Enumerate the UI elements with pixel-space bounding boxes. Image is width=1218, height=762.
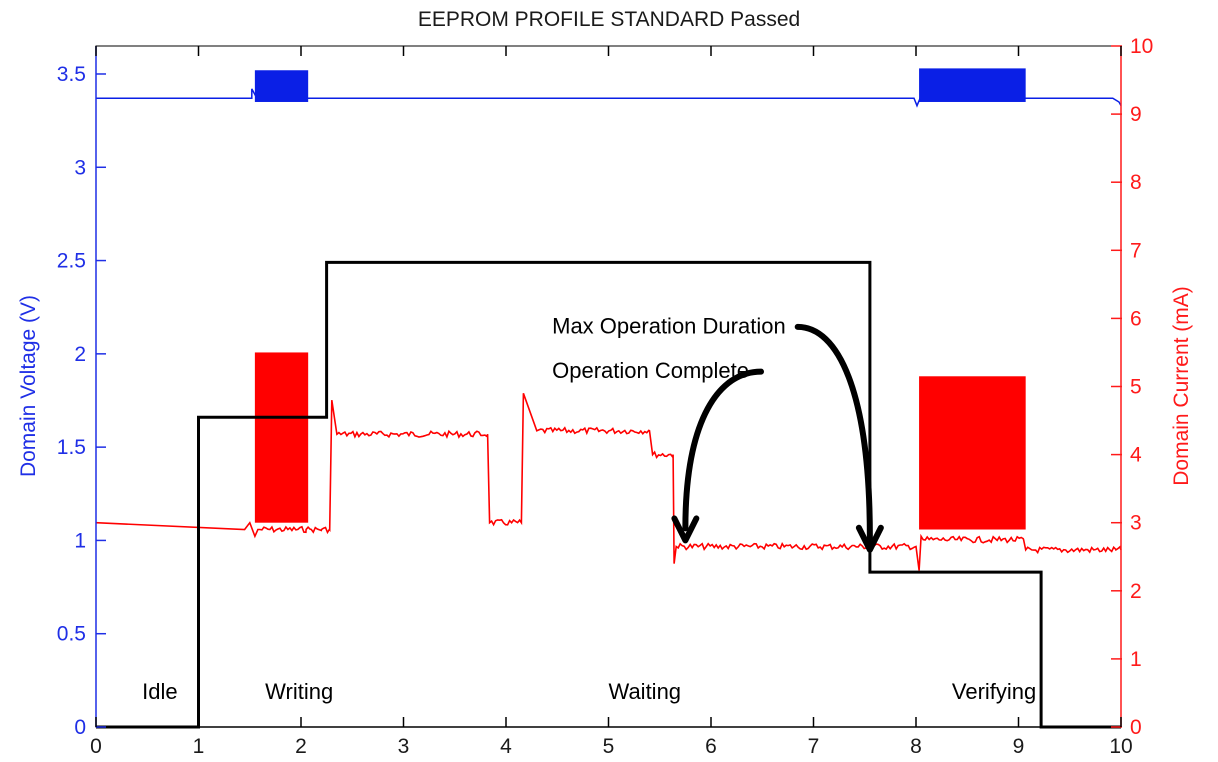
current-line — [95, 393, 1122, 571]
right-tick-label: 1 — [1130, 648, 1142, 671]
voltage-line — [96, 88, 1122, 108]
voltage-bands — [254, 68, 1026, 102]
left-tick-label: 0 — [74, 716, 86, 739]
x-tick-label: 2 — [295, 735, 307, 758]
right-tick-label: 0 — [1130, 716, 1142, 739]
annotation-label: Idle — [142, 679, 177, 704]
left-tick-label: 3 — [74, 156, 86, 179]
chart-title: EEPROM PROFILE STANDARD Passed — [418, 8, 800, 31]
left-tick-label: 3.5 — [57, 63, 86, 86]
x-tick-label: 6 — [705, 735, 717, 758]
annotation-label: Writing — [265, 679, 333, 704]
x-tick-label: 10 — [1109, 735, 1132, 758]
left-tick-label: 1.5 — [57, 436, 86, 459]
right-ticks: 0 1 2 3 4 5 6 7 8 9 10 — [1111, 35, 1153, 739]
voltage-band-2 — [919, 68, 1026, 102]
right-tick-label: 5 — [1130, 376, 1142, 399]
right-axis-label: Domain Current (mA) — [1170, 286, 1193, 486]
right-tick-label: 7 — [1130, 239, 1142, 262]
annotation-label: Verifying — [952, 679, 1036, 704]
x-tick-label: 7 — [808, 735, 820, 758]
left-tick-label: 1 — [74, 529, 86, 552]
x-tick-label: 3 — [398, 735, 410, 758]
annotation-arrowhead — [855, 524, 884, 553]
x-tick-label: 1 — [193, 735, 205, 758]
annotation-label: Waiting — [609, 679, 682, 704]
series-layer — [95, 88, 1122, 729]
annotation-label: Operation Complete — [552, 358, 749, 383]
annotation-label: Max Operation Duration — [552, 313, 786, 338]
state-line — [96, 260, 1121, 729]
current-bands — [254, 352, 1026, 530]
right-tick-label: 6 — [1130, 307, 1142, 330]
x-tick-label: 5 — [603, 735, 615, 758]
x-tick-label: 4 — [500, 735, 512, 758]
annotation-arrowhead — [671, 515, 700, 544]
x-tick-label: 0 — [90, 735, 102, 758]
right-tick-label: 2 — [1130, 580, 1142, 603]
left-ticks: 0 0.5 1 1.5 2 2.5 3 3.5 — [57, 63, 106, 739]
left-tick-label: 0.5 — [57, 623, 86, 646]
voltage-band-1 — [254, 70, 309, 102]
annotation-arrow — [682, 368, 765, 532]
x-tick-label: 8 — [910, 735, 922, 758]
current-band-1 — [254, 352, 309, 523]
right-tick-label: 8 — [1130, 171, 1142, 194]
right-tick-label: 4 — [1130, 444, 1142, 467]
right-tick-label: 9 — [1130, 103, 1142, 126]
annotation-arrow — [794, 323, 873, 541]
x-tick-label: 9 — [1013, 735, 1025, 758]
left-tick-label: 2 — [74, 343, 86, 366]
annotations: Idle Writing Waiting Verifying Max Operation… — [142, 313, 1036, 704]
x-ticks: 0 1 2 3 4 5 6 7 8 9 10 — [90, 46, 1133, 758]
right-tick-label: 3 — [1130, 512, 1142, 535]
right-tick-label: 10 — [1130, 35, 1153, 58]
left-axis-label: Domain Voltage (V) — [17, 295, 40, 477]
current-band-2 — [919, 376, 1026, 530]
left-tick-label: 2.5 — [57, 250, 86, 273]
